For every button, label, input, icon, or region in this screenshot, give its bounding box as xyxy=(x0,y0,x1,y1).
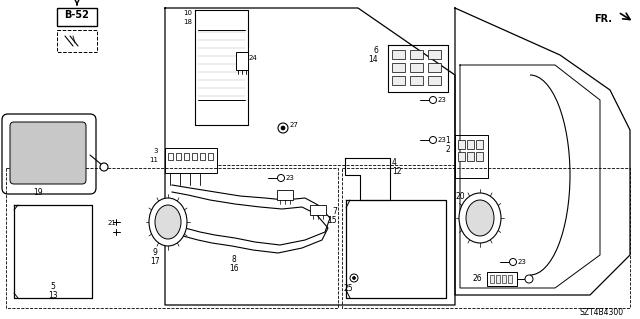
Text: 6: 6 xyxy=(373,46,378,55)
Text: 16: 16 xyxy=(229,264,239,273)
Bar xyxy=(208,153,213,160)
Text: 8: 8 xyxy=(232,255,236,264)
Bar xyxy=(277,190,293,200)
Text: 23: 23 xyxy=(518,259,527,265)
Bar xyxy=(428,50,441,59)
Circle shape xyxy=(429,137,436,144)
Bar xyxy=(410,50,423,59)
Bar xyxy=(236,52,248,70)
Text: 3: 3 xyxy=(154,148,158,154)
Text: 9: 9 xyxy=(152,248,157,257)
Text: 27: 27 xyxy=(290,122,299,128)
Bar xyxy=(476,152,483,161)
FancyBboxPatch shape xyxy=(10,122,86,184)
Ellipse shape xyxy=(459,193,501,243)
Text: 19: 19 xyxy=(33,188,43,197)
Circle shape xyxy=(353,277,355,279)
Bar xyxy=(508,275,512,283)
Bar xyxy=(392,50,405,59)
Bar xyxy=(392,63,405,72)
Text: 26: 26 xyxy=(472,274,482,283)
Bar xyxy=(165,148,217,173)
Bar xyxy=(184,153,189,160)
Text: FR.: FR. xyxy=(594,14,612,24)
Text: 11: 11 xyxy=(149,157,158,163)
Text: 15: 15 xyxy=(328,216,337,225)
Text: 21: 21 xyxy=(108,220,117,226)
Bar xyxy=(490,275,494,283)
Circle shape xyxy=(429,97,436,103)
Ellipse shape xyxy=(149,198,187,246)
Ellipse shape xyxy=(466,200,494,236)
Circle shape xyxy=(281,126,285,130)
Bar xyxy=(428,63,441,72)
Text: 13: 13 xyxy=(48,291,58,300)
Bar xyxy=(57,30,97,52)
Bar xyxy=(458,152,465,161)
Circle shape xyxy=(278,123,288,133)
Ellipse shape xyxy=(155,205,181,239)
Text: 20: 20 xyxy=(455,192,465,201)
Text: 7: 7 xyxy=(332,207,337,216)
Text: 4: 4 xyxy=(392,158,397,167)
Text: 10: 10 xyxy=(183,10,192,16)
FancyBboxPatch shape xyxy=(2,114,96,194)
Bar xyxy=(57,8,97,26)
Circle shape xyxy=(509,258,516,265)
Circle shape xyxy=(525,275,533,283)
Text: 23: 23 xyxy=(438,97,447,103)
Text: 1: 1 xyxy=(445,136,450,145)
Bar xyxy=(458,140,465,149)
Bar xyxy=(310,205,326,215)
Text: 14: 14 xyxy=(369,55,378,64)
Text: 5: 5 xyxy=(51,282,56,291)
Text: 23: 23 xyxy=(286,175,295,181)
Text: 17: 17 xyxy=(150,257,160,266)
Circle shape xyxy=(278,174,285,182)
Text: B-52: B-52 xyxy=(65,10,90,20)
Bar xyxy=(176,153,181,160)
Bar xyxy=(467,140,474,149)
Bar xyxy=(192,153,197,160)
Bar xyxy=(428,76,441,85)
Text: 24: 24 xyxy=(249,55,258,61)
Text: 2: 2 xyxy=(445,145,450,154)
Bar xyxy=(476,140,483,149)
Bar xyxy=(467,152,474,161)
Text: 23: 23 xyxy=(438,137,447,143)
Text: 25: 25 xyxy=(343,284,353,293)
Bar xyxy=(496,275,500,283)
Bar xyxy=(168,153,173,160)
Bar xyxy=(200,153,205,160)
Circle shape xyxy=(350,274,358,282)
Bar xyxy=(392,76,405,85)
Text: 12: 12 xyxy=(392,167,401,176)
Bar xyxy=(410,63,423,72)
Bar xyxy=(487,272,517,286)
Bar xyxy=(502,275,506,283)
Text: SZT4B4300: SZT4B4300 xyxy=(580,308,624,317)
Circle shape xyxy=(100,163,108,171)
Text: 18: 18 xyxy=(183,19,192,25)
Bar xyxy=(410,76,423,85)
